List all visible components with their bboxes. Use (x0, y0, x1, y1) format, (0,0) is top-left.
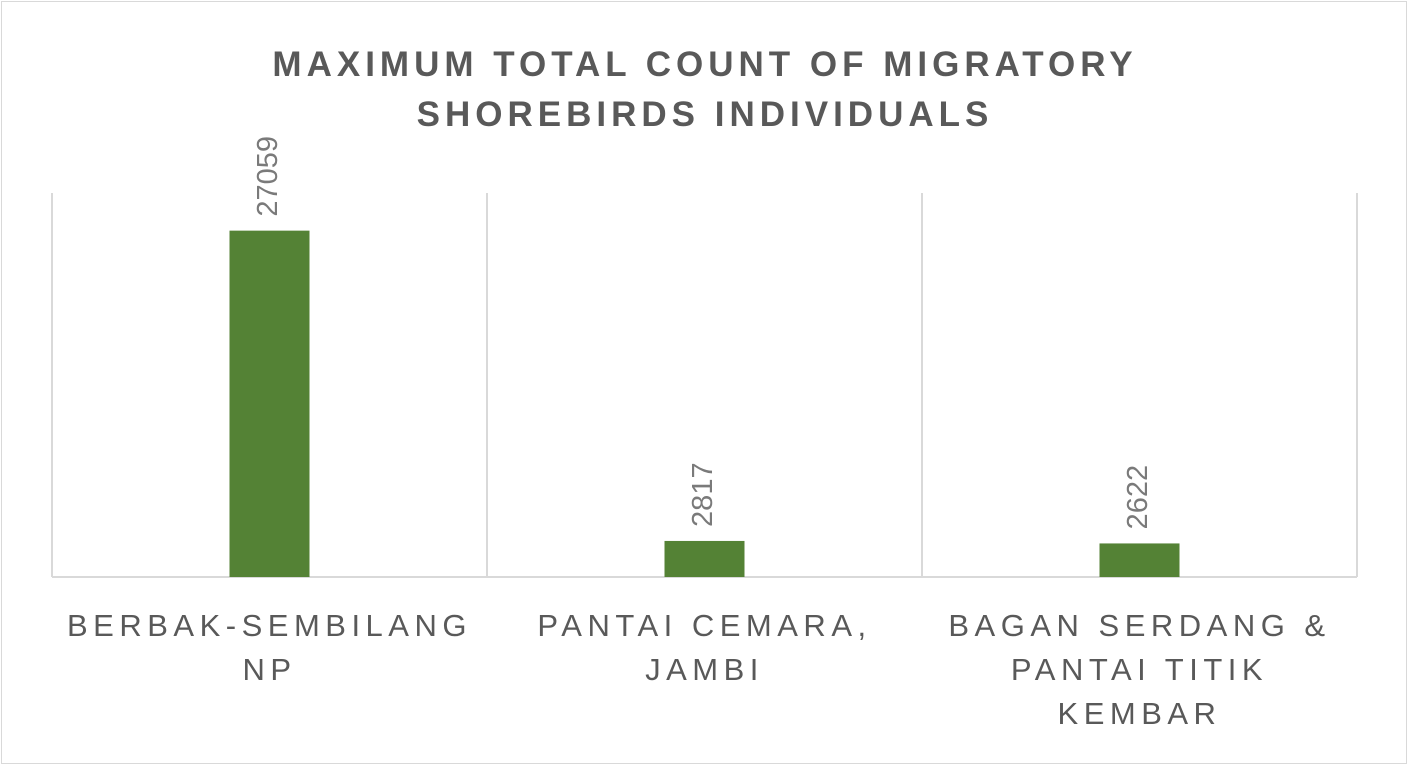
x-tick-label: PANTAI CEMARA, JAMBI (537, 608, 872, 687)
data-label: 2622 (1122, 465, 1154, 530)
bar (1099, 543, 1180, 577)
bar (229, 230, 310, 577)
x-tick-label: BAGAN SERDANG & PANTAI TITIK KEMBAR (948, 608, 1331, 731)
bar (664, 540, 745, 577)
data-label: 27059 (252, 136, 284, 217)
x-tick-label: BERBAK-SEMBILANG NP (67, 608, 472, 687)
data-label: 2817 (687, 462, 719, 527)
chart-title: MAXIMUM TOTAL COUNT OF MIGRATORY SHOREBI… (272, 45, 1138, 134)
